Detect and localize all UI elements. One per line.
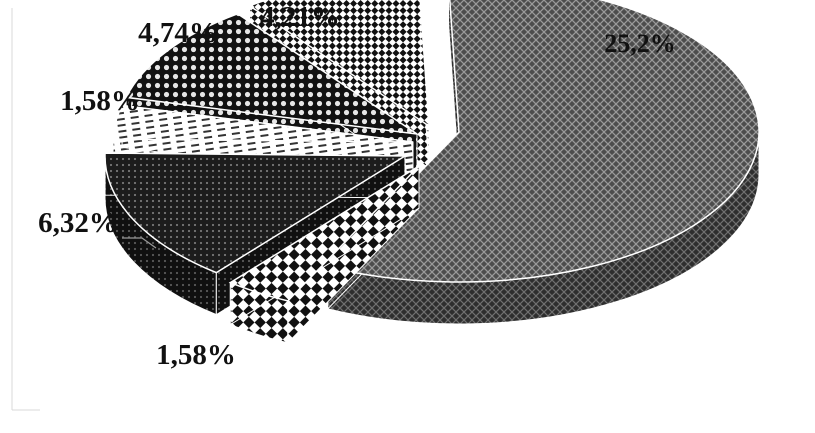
pie-slice-top xyxy=(228,165,420,302)
data-label-2: 1,58% xyxy=(156,339,236,371)
pie-slices xyxy=(104,0,760,345)
pie-slice-top xyxy=(326,0,760,283)
pie-slice-top xyxy=(124,12,418,135)
pie-slice-top xyxy=(104,152,408,274)
data-label-6: 4,21% xyxy=(260,1,340,33)
pie-slice-top xyxy=(112,104,414,143)
data-label-3: 6,32% xyxy=(38,207,118,239)
pie-slice-2 xyxy=(228,164,420,345)
pie-slice-top xyxy=(247,0,430,128)
data-label-5: 4,74% xyxy=(138,17,218,49)
data-label-1: 25,2% xyxy=(604,29,676,58)
pie-labels: 25,2% 1,58% 6,32% 1,58% 4,74% 4,21% xyxy=(38,1,676,371)
label-leader-line xyxy=(122,237,157,249)
data-label-4: 1,58% xyxy=(60,85,140,117)
